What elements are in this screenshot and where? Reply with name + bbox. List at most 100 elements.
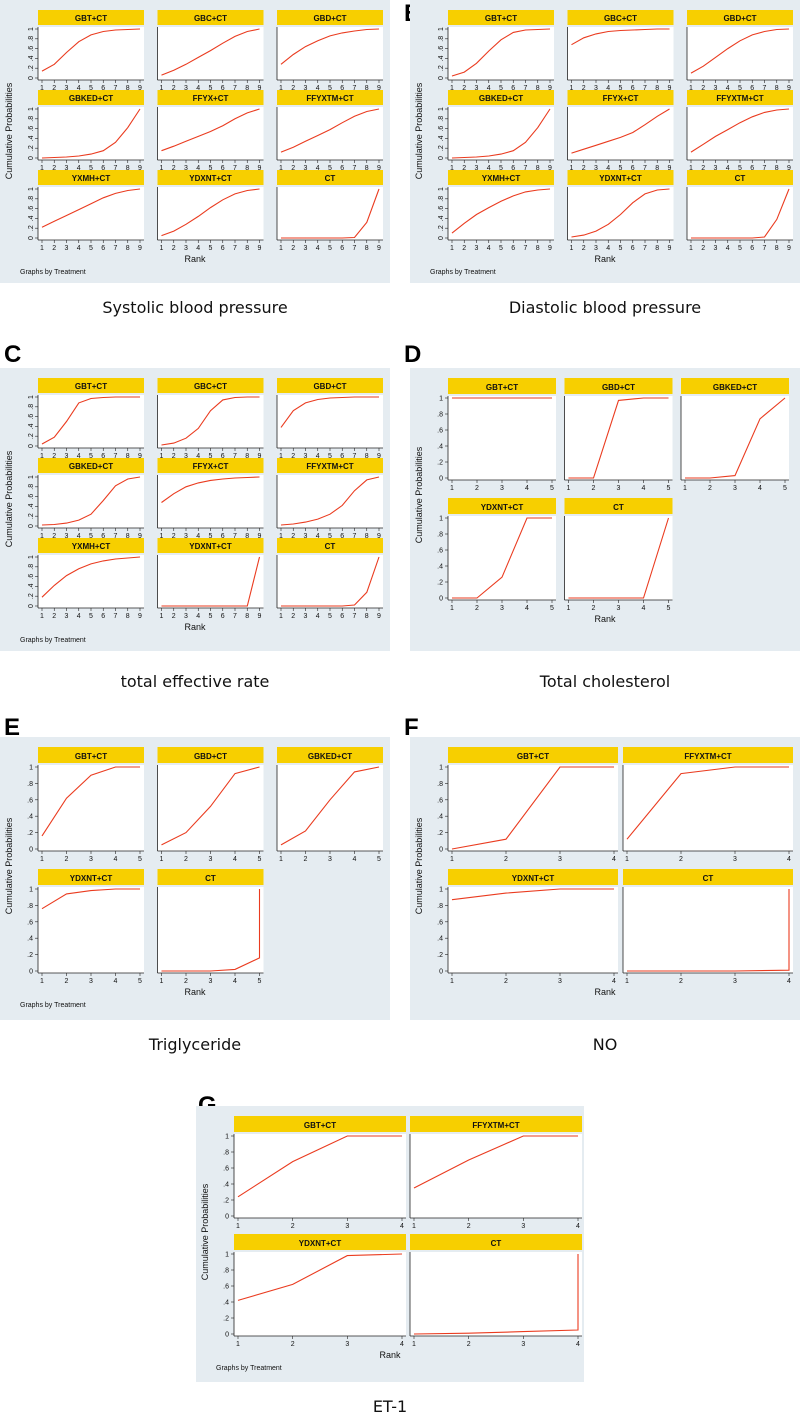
subplot-title-e-gbt-ct: GBT+CT <box>75 752 107 761</box>
x-tick-label-c-ydxnt-ct-2: 3 <box>184 613 188 620</box>
x-tick-label-b-gbc-ct-8: 9 <box>668 85 672 92</box>
x-tick-label-a-ydxnt-ct-2: 3 <box>184 245 188 252</box>
x-tick-label-a-ffyx-ct-4: 5 <box>209 165 213 172</box>
x-tick-label-c-ct-6: 7 <box>353 613 357 620</box>
x-tick-label-c-ydxnt-ct-6: 7 <box>233 613 237 620</box>
x-tick-label-a-gbked-ct-1: 2 <box>52 165 56 172</box>
subplot-area-c-yxmh-ct <box>38 555 144 608</box>
y-tick-label-b-gbked-ct-2: .4 <box>438 135 445 141</box>
subplot-area-c-ffyxtm-ct <box>277 475 383 528</box>
x-tick-label-d-gbt-ct-2: 3 <box>500 485 504 492</box>
subplot-title-c-ffyx-ct: FFYX+CT <box>193 462 229 471</box>
x-tick-label-c-ffyxtm-ct-2: 3 <box>304 533 308 540</box>
subplot-header-c-ct <box>277 538 383 553</box>
x-tick-label-b-yxmh-ct-4: 5 <box>499 245 503 252</box>
x-tick-label-a-ffyxtm-ct-8: 9 <box>377 165 381 172</box>
y-tick-label-e-gbt-ct-3: .6 <box>27 797 33 804</box>
x-tick-label-e-ct-0: 1 <box>160 978 164 985</box>
subplot-header-b-ydxnt-ct <box>567 170 674 185</box>
y-tick-label-a-yxmh-ct-4: .8 <box>28 196 35 202</box>
x-tick-label-e-ydxnt-ct-2: 3 <box>89 978 93 985</box>
subplot-title-e-gbd-ct: GBD+CT <box>194 752 227 761</box>
graph-note-c: Graphs by Treatment <box>20 637 86 644</box>
x-tick-label-a-ct-5: 6 <box>340 245 344 252</box>
x-tick-label-b-gbked-ct-5: 6 <box>511 165 515 172</box>
subplot-area-b-ffyx-ct <box>567 107 674 160</box>
x-tick-label-c-gbc-ct-2: 3 <box>184 453 188 460</box>
x-tick-label-d-ct-3: 4 <box>642 605 646 612</box>
x-tick-label-b-gbc-ct-6: 7 <box>643 85 647 92</box>
x-tick-label-g-ct-0: 1 <box>412 1341 416 1348</box>
x-tick-label-b-gbt-ct-0: 1 <box>450 85 454 92</box>
subplot-title-b-gbked-ct: GBKED+CT <box>479 94 523 103</box>
x-tick-label-b-ffyxtm-ct-0: 1 <box>689 165 693 172</box>
x-tick-label-d-gbd-ct-3: 4 <box>642 485 646 492</box>
x-tick-label-b-ffyxtm-ct-7: 8 <box>775 165 779 172</box>
x-tick-label-c-yxmh-ct-7: 8 <box>126 613 130 620</box>
subplot-area-c-ct <box>277 555 383 608</box>
graph-note-e: Graphs by Treatment <box>20 1002 86 1009</box>
x-tick-label-b-ffyx-ct-7: 8 <box>655 165 659 172</box>
x-axis-title-b: Rank <box>594 254 616 264</box>
x-tick-label-c-yxmh-ct-0: 1 <box>40 613 44 620</box>
x-tick-label-b-gbc-ct-4: 5 <box>619 85 623 92</box>
x-tick-label-b-gbt-ct-4: 5 <box>499 85 503 92</box>
y-tick-label-g-ydxnt-ct-4: .8 <box>223 1268 229 1275</box>
x-tick-label-c-gbd-ct-3: 4 <box>316 453 320 460</box>
x-tick-label-e-gbd-ct-3: 4 <box>233 856 237 863</box>
subplot-header-b-yxmh-ct <box>448 170 554 185</box>
subplot-area-b-ct <box>687 187 793 240</box>
x-tick-label-a-yxmh-ct-1: 2 <box>52 245 56 252</box>
subplot-area-c-ffyx-ct <box>157 475 264 528</box>
x-tick-label-f-ydxnt-ct-1: 2 <box>504 978 508 985</box>
x-tick-label-b-ct-3: 4 <box>726 245 730 252</box>
subplot-header-e-gbt-ct <box>38 747 144 763</box>
x-tick-label-a-gbked-ct-0: 1 <box>40 165 44 172</box>
y-tick-label-e-gbt-ct-4: .8 <box>27 781 33 788</box>
x-tick-label-g-ffyxtm-ct-1: 2 <box>467 1223 471 1230</box>
y-tick-label-a-gbked-ct-1: .2 <box>28 145 35 151</box>
x-tick-label-a-yxmh-ct-6: 7 <box>114 245 118 252</box>
y-tick-label-c-yxmh-ct-0: 0 <box>28 604 35 608</box>
y-tick-label-d-ydxnt-ct-1: .2 <box>437 580 443 587</box>
y-tick-label-b-gbt-ct-3: .6 <box>438 46 445 52</box>
y-tick-label-c-gbked-ct-0: 0 <box>28 524 35 528</box>
figure-caption-b: Diastolic blood pressure <box>508 298 702 317</box>
y-tick-label-c-gbt-ct-4: .8 <box>28 404 35 410</box>
subplot-header-a-ffyx-ct <box>157 90 264 105</box>
x-tick-label-f-ydxnt-ct-2: 3 <box>558 978 562 985</box>
subplot-title-g-ct: CT <box>491 1239 502 1248</box>
y-tick-label-c-yxmh-ct-4: .8 <box>28 564 35 570</box>
x-tick-label-b-ydxnt-ct-1: 2 <box>582 245 586 252</box>
x-tick-label-b-ffyxtm-ct-1: 2 <box>701 165 705 172</box>
subplot-title-e-gbked-ct: GBKED+CT <box>308 752 352 761</box>
subplot-title-b-gbd-ct: GBD+CT <box>723 14 756 23</box>
x-tick-label-b-yxmh-ct-2: 3 <box>475 245 479 252</box>
x-tick-label-e-gbked-ct-2: 3 <box>328 856 332 863</box>
x-tick-label-f-ffyxtm-ct-3: 4 <box>787 856 791 863</box>
x-tick-label-b-gbd-ct-4: 5 <box>738 85 742 92</box>
y-tick-label-d-gbt-ct-5: 1 <box>439 396 443 403</box>
y-tick-label-a-yxmh-ct-5: 1 <box>28 187 35 191</box>
x-tick-label-d-gbt-ct-1: 2 <box>475 485 479 492</box>
x-tick-label-f-ct-2: 3 <box>733 978 737 985</box>
subplot-header-c-ydxnt-ct <box>157 538 264 553</box>
x-axis-title-c: Rank <box>184 622 206 632</box>
x-tick-label-f-ffyxtm-ct-2: 3 <box>733 856 737 863</box>
cumulative-rank-chart-g: GBT+CT 0 .2 .4 .6 .8 1 1 2 3 4 FFYXTM+CT 1 2 3 4 YDXNT+C… <box>196 1106 584 1382</box>
subplot-title-d-ct: CT <box>613 503 624 512</box>
x-tick-label-a-gbd-ct-7: 8 <box>365 85 369 92</box>
x-tick-label-b-gbc-ct-5: 6 <box>631 85 635 92</box>
y-axis-title-d: Cumulative Probabilities <box>414 446 424 543</box>
y-tick-label-d-gbt-ct-4: .8 <box>437 412 443 419</box>
x-tick-label-c-ffyx-ct-5: 6 <box>221 533 225 540</box>
x-tick-label-c-gbked-ct-3: 4 <box>77 533 81 540</box>
x-tick-label-c-gbd-ct-0: 1 <box>279 453 283 460</box>
x-tick-label-a-ydxnt-ct-5: 6 <box>221 245 225 252</box>
x-tick-label-a-ffyx-ct-2: 3 <box>184 165 188 172</box>
y-tick-label-e-ydxnt-ct-3: .6 <box>27 919 33 926</box>
y-axis-title-e: Cumulative Probabilities <box>4 817 14 914</box>
y-axis-title-c: Cumulative Probabilities <box>4 450 14 547</box>
x-tick-label-d-ct-4: 5 <box>667 605 671 612</box>
x-tick-label-a-ffyx-ct-0: 1 <box>160 165 164 172</box>
